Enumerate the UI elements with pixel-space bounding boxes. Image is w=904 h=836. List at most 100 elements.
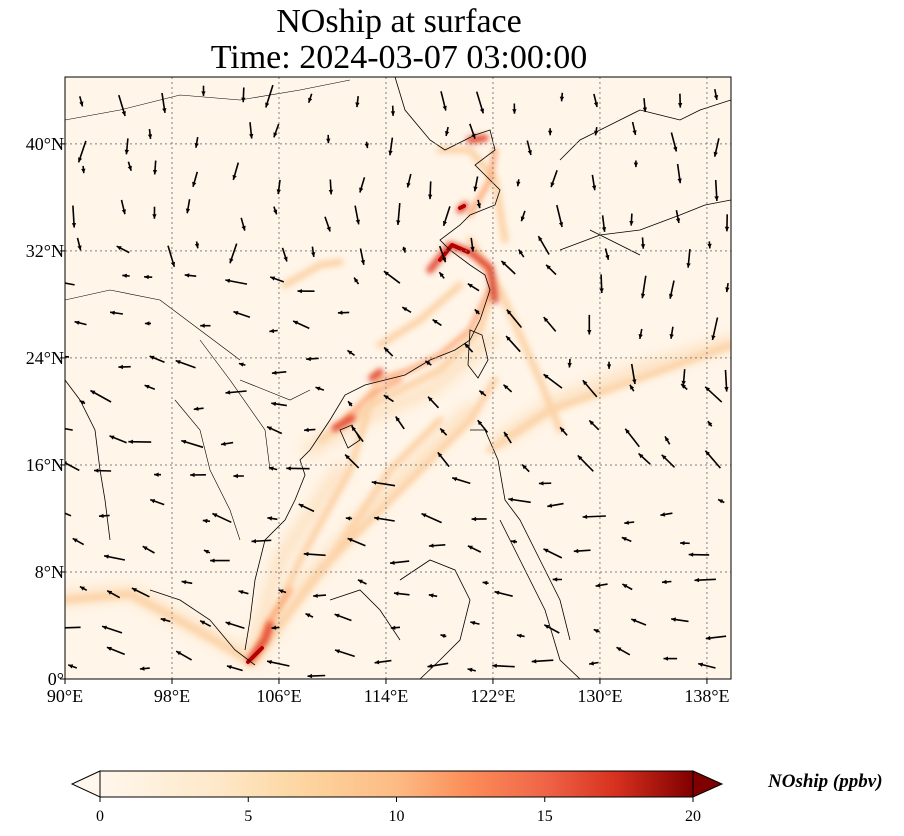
wind-arrow-head <box>121 209 126 215</box>
wind-arrow-head <box>621 537 627 542</box>
lon-tick-label: 106°E <box>256 686 302 706</box>
wind-arrow-head <box>313 593 318 598</box>
wind-arrow-head <box>131 588 137 593</box>
wind-arrow-head <box>582 380 588 386</box>
wind-arrow-head <box>107 590 113 595</box>
wind-arrow-head <box>118 364 123 370</box>
wind-arrow-head <box>467 545 473 550</box>
wind-arrow-head <box>354 277 359 283</box>
wind-arrow-head <box>175 360 181 365</box>
wind-arrow-head <box>632 130 637 135</box>
wind-arrow-head <box>162 108 167 113</box>
wind-arrow-head <box>203 550 209 554</box>
wind-arrow-head <box>304 427 309 433</box>
wind-arrow-head <box>471 133 476 139</box>
wind-arrow-head <box>185 208 191 214</box>
wind-arrow-head <box>225 390 231 395</box>
lat-tick-label: 16°N <box>25 454 64 475</box>
wind-arrow-head <box>308 97 313 103</box>
wind-arrow-head <box>297 289 302 294</box>
wind-arrow-head <box>464 343 470 349</box>
wind-arrow-head <box>678 103 683 108</box>
wind-arrow-head <box>506 336 511 341</box>
wind-arrow-head <box>229 258 234 264</box>
wind-arrow-head <box>663 656 669 661</box>
wind-arrow-head <box>212 513 218 518</box>
wind-arrow-head <box>640 293 646 299</box>
wind-arrow-head <box>501 260 507 266</box>
wind-arrow-head <box>543 548 549 553</box>
wind-arrow-head <box>492 663 497 668</box>
wind-arrow-head <box>337 310 343 315</box>
wind-arrow-head <box>518 249 524 255</box>
wind-arrow-head <box>669 293 674 299</box>
wind-arrow-head <box>176 651 182 656</box>
wind-arrow-head <box>154 472 159 477</box>
wind-arrow-head <box>589 420 594 426</box>
wind-arrow-head <box>427 663 433 669</box>
wind-arrow-head <box>395 416 400 422</box>
wind-arrow-head <box>724 226 730 232</box>
wind-arrow-head <box>94 468 99 473</box>
wind-arrow-head <box>470 246 475 252</box>
wind-arrow-head <box>677 178 682 184</box>
wind-arrow-head <box>421 513 427 518</box>
wind-arrow-head <box>531 659 537 664</box>
lat-tick-label: 8°N <box>34 561 64 582</box>
wind-arrow-head <box>470 620 476 626</box>
wind-arrow-head <box>238 362 244 367</box>
wind-arrow-head <box>276 189 281 195</box>
wind-arrow-head <box>616 647 622 652</box>
wind-arrow-head <box>359 187 364 193</box>
wind-arrow-head <box>60 426 65 430</box>
colorbar-label: NOship (ppbv) <box>768 771 883 792</box>
wind-arrow-head <box>78 157 83 163</box>
wind-arrow-head <box>432 319 438 324</box>
wind-arrow-head <box>673 146 678 152</box>
wind-arrow-head <box>267 660 272 665</box>
wind-arrow-head <box>428 593 434 598</box>
colorbar-extend-min <box>70 770 101 798</box>
wind-arrow-head <box>713 95 719 100</box>
wind-arrow-head <box>601 227 607 232</box>
wind-arrow-head <box>705 635 711 641</box>
wind-arrow-head <box>270 276 276 281</box>
colorbar-tick-label: 10 <box>388 808 405 825</box>
wind-arrow-head <box>550 182 555 188</box>
wind-arrow-head <box>577 455 583 461</box>
wind-arrow-head <box>104 554 109 559</box>
wind-arrow-head <box>662 579 667 585</box>
wind-arrow-head <box>106 646 112 651</box>
wind-arrow-head <box>283 256 288 262</box>
lon-tick-label: 98°E <box>153 686 191 706</box>
wind-arrow-head <box>707 421 713 427</box>
wind-arrow-head <box>629 221 634 226</box>
wind-arrow-head <box>560 427 565 433</box>
wind-arrow-head <box>238 590 244 595</box>
wind-arrow-head <box>445 131 450 136</box>
wind-arrow-head <box>698 662 704 667</box>
wind-arrow-head <box>221 441 226 446</box>
wind-arrow-head <box>711 335 716 340</box>
wind-arrow-head <box>494 590 500 595</box>
wind-arrow-head <box>190 472 195 478</box>
wind-arrow-head <box>428 194 433 200</box>
wind-arrow-head <box>268 466 274 471</box>
wind-arrow-head <box>271 370 277 375</box>
wind-arrow-head <box>622 584 628 589</box>
wind-arrow-head <box>724 387 729 392</box>
map-frame <box>64 76 732 680</box>
wind-arrow-head <box>124 149 129 155</box>
wind-arrow-head <box>144 321 150 326</box>
wind-arrow-head <box>527 150 532 155</box>
wind-arrow-head <box>624 520 629 525</box>
wind-arrow-head <box>503 384 509 390</box>
wind-arrow-head <box>233 311 239 316</box>
wind-arrow-head <box>592 185 597 191</box>
wind-arrow-head <box>298 504 304 508</box>
wind-arrow-head <box>680 541 685 546</box>
wind-arrow-head <box>200 620 206 625</box>
wind-arrow-head <box>99 513 104 518</box>
wind-arrow-head <box>233 473 238 479</box>
wind-arrow-head <box>625 428 630 434</box>
